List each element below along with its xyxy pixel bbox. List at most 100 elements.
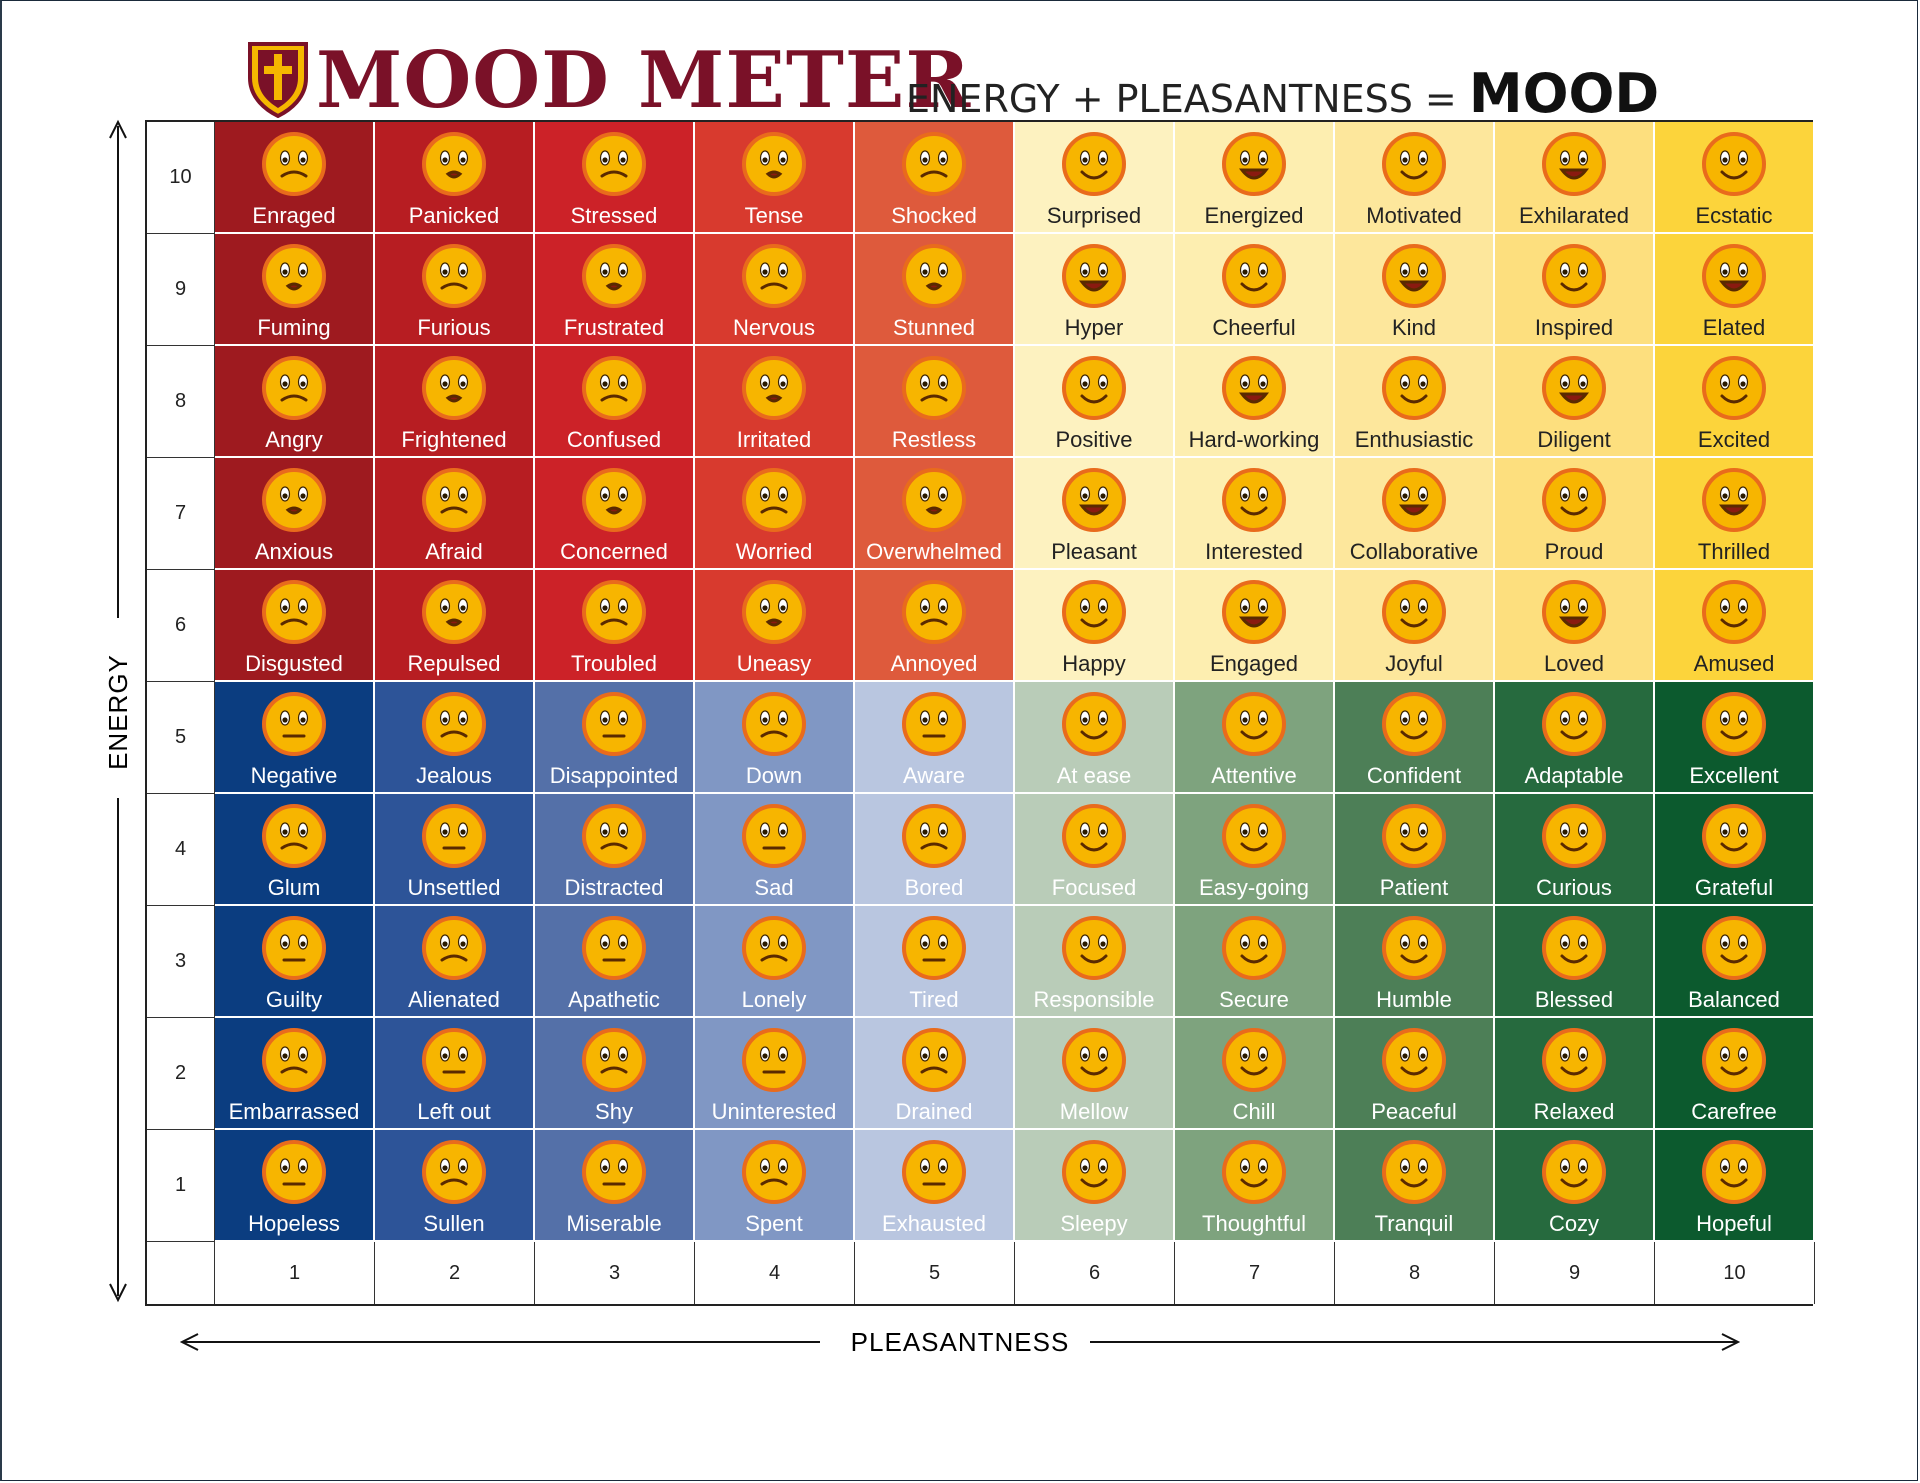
emoji-face-icon	[1222, 132, 1286, 196]
emoji-face-icon	[1542, 356, 1606, 420]
mood-cell: Sullen	[375, 1130, 535, 1242]
emoji-face-icon	[582, 580, 646, 644]
emoji-face-icon	[422, 916, 486, 980]
mood-cell: Amused	[1655, 570, 1815, 682]
mood-label: Hyper	[1064, 315, 1124, 340]
emoji-face-icon	[1062, 1028, 1126, 1092]
mood-label: Frightened	[401, 427, 507, 452]
mood-label: Alienated	[408, 987, 500, 1012]
energy-tick: 2	[147, 1018, 215, 1130]
mood-label: Inspired	[1534, 315, 1614, 340]
mood-label: Tired	[909, 987, 959, 1012]
mood-label: Curious	[1536, 875, 1612, 900]
mood-cell: Joyful	[1335, 570, 1495, 682]
emoji-face-icon	[1542, 580, 1606, 644]
mood-label: Uneasy	[736, 651, 812, 676]
mood-label: Humble	[1376, 987, 1452, 1012]
mood-label: Secure	[1219, 987, 1289, 1012]
mood-cell: Exhilarated	[1495, 122, 1655, 234]
mood-cell: Enraged	[215, 122, 375, 234]
emoji-face-icon	[902, 132, 966, 196]
mood-cell: Thrilled	[1655, 458, 1815, 570]
emoji-face-icon	[1062, 244, 1126, 308]
mood-label: Disgusted	[245, 651, 343, 676]
mood-label: Surprised	[1046, 203, 1142, 228]
emoji-face-icon	[742, 692, 806, 756]
mood-label: Bored	[904, 875, 964, 900]
mood-label: Easy-going	[1198, 875, 1310, 900]
mood-cell: Uninterested	[695, 1018, 855, 1130]
emoji-face-icon	[1222, 244, 1286, 308]
mood-label: Chill	[1232, 1099, 1276, 1124]
pleasantness-tick: 4	[695, 1242, 855, 1304]
energy-tick: 1	[147, 1130, 215, 1242]
mood-label: Confused	[566, 427, 662, 452]
mood-label: Motivated	[1366, 203, 1462, 228]
emoji-face-icon	[422, 580, 486, 644]
mood-label: Amused	[1693, 651, 1775, 676]
mood-cell: Loved	[1495, 570, 1655, 682]
emoji-face-icon	[742, 916, 806, 980]
emoji-face-icon	[1702, 692, 1766, 756]
emoji-face-icon	[902, 804, 966, 868]
mood-cell: Angry	[215, 346, 375, 458]
mood-label: At ease	[1056, 763, 1132, 788]
emoji-face-icon	[262, 468, 326, 532]
mood-cell: Stressed	[535, 122, 695, 234]
mood-label: Proud	[1544, 539, 1604, 564]
emoji-face-icon	[1382, 580, 1446, 644]
mood-cell: At ease	[1015, 682, 1175, 794]
mood-cell: Attentive	[1175, 682, 1335, 794]
mood-label: Balanced	[1688, 987, 1780, 1012]
emoji-face-icon	[1222, 1140, 1286, 1204]
mood-cell: Happy	[1015, 570, 1175, 682]
mood-grid: 10 Enraged Panicked Stressed Tense	[145, 120, 1815, 1306]
mood-label: Cheerful	[1212, 315, 1296, 340]
mood-cell: Left out	[375, 1018, 535, 1130]
emoji-face-icon	[1542, 916, 1606, 980]
emoji-face-icon	[1062, 916, 1126, 980]
emoji-face-icon	[902, 1028, 966, 1092]
emoji-face-icon	[1702, 916, 1766, 980]
mood-label: Uninterested	[711, 1099, 837, 1124]
emoji-face-icon	[262, 804, 326, 868]
mood-label: Embarrassed	[228, 1099, 360, 1124]
emoji-face-icon	[1702, 468, 1766, 532]
mood-cell: Proud	[1495, 458, 1655, 570]
emoji-face-icon	[582, 692, 646, 756]
mood-label: Nervous	[733, 315, 815, 340]
mood-label: Blessed	[1534, 987, 1614, 1012]
mood-cell: Drained	[855, 1018, 1015, 1130]
emoji-face-icon	[1062, 580, 1126, 644]
mood-cell: Ecstatic	[1655, 122, 1815, 234]
mood-label: Tense	[744, 203, 804, 228]
mood-cell: Excellent	[1655, 682, 1815, 794]
mood-cell: Embarrassed	[215, 1018, 375, 1130]
mood-label: Negative	[250, 763, 338, 788]
emoji-face-icon	[902, 468, 966, 532]
mood-label: Guilty	[265, 987, 323, 1012]
mood-label: Aware	[903, 763, 965, 788]
crest-shield-icon	[248, 42, 308, 118]
mood-label: Ecstatic	[1695, 203, 1773, 228]
mood-cell: Disappointed	[535, 682, 695, 794]
mood-cell: Frightened	[375, 346, 535, 458]
emoji-face-icon	[742, 468, 806, 532]
mood-label: Confident	[1366, 763, 1462, 788]
emoji-face-icon	[1382, 1140, 1446, 1204]
emoji-face-icon	[1702, 1140, 1766, 1204]
mood-cell: Sleepy	[1015, 1130, 1175, 1242]
mood-label: Excellent	[1689, 763, 1779, 788]
emoji-face-icon	[262, 580, 326, 644]
mood-cell: Afraid	[375, 458, 535, 570]
mood-label: Stressed	[570, 203, 658, 228]
pleasantness-tick: 6	[1015, 1242, 1175, 1304]
emoji-face-icon	[742, 804, 806, 868]
emoji-face-icon	[582, 356, 646, 420]
mood-label: Distracted	[564, 875, 664, 900]
emoji-face-icon	[1702, 356, 1766, 420]
mood-label: Worried	[735, 539, 813, 564]
equation-prefix: ENERGY + PLEASANTNESS =	[906, 77, 1457, 121]
emoji-face-icon	[582, 1140, 646, 1204]
mood-cell: Engaged	[1175, 570, 1335, 682]
